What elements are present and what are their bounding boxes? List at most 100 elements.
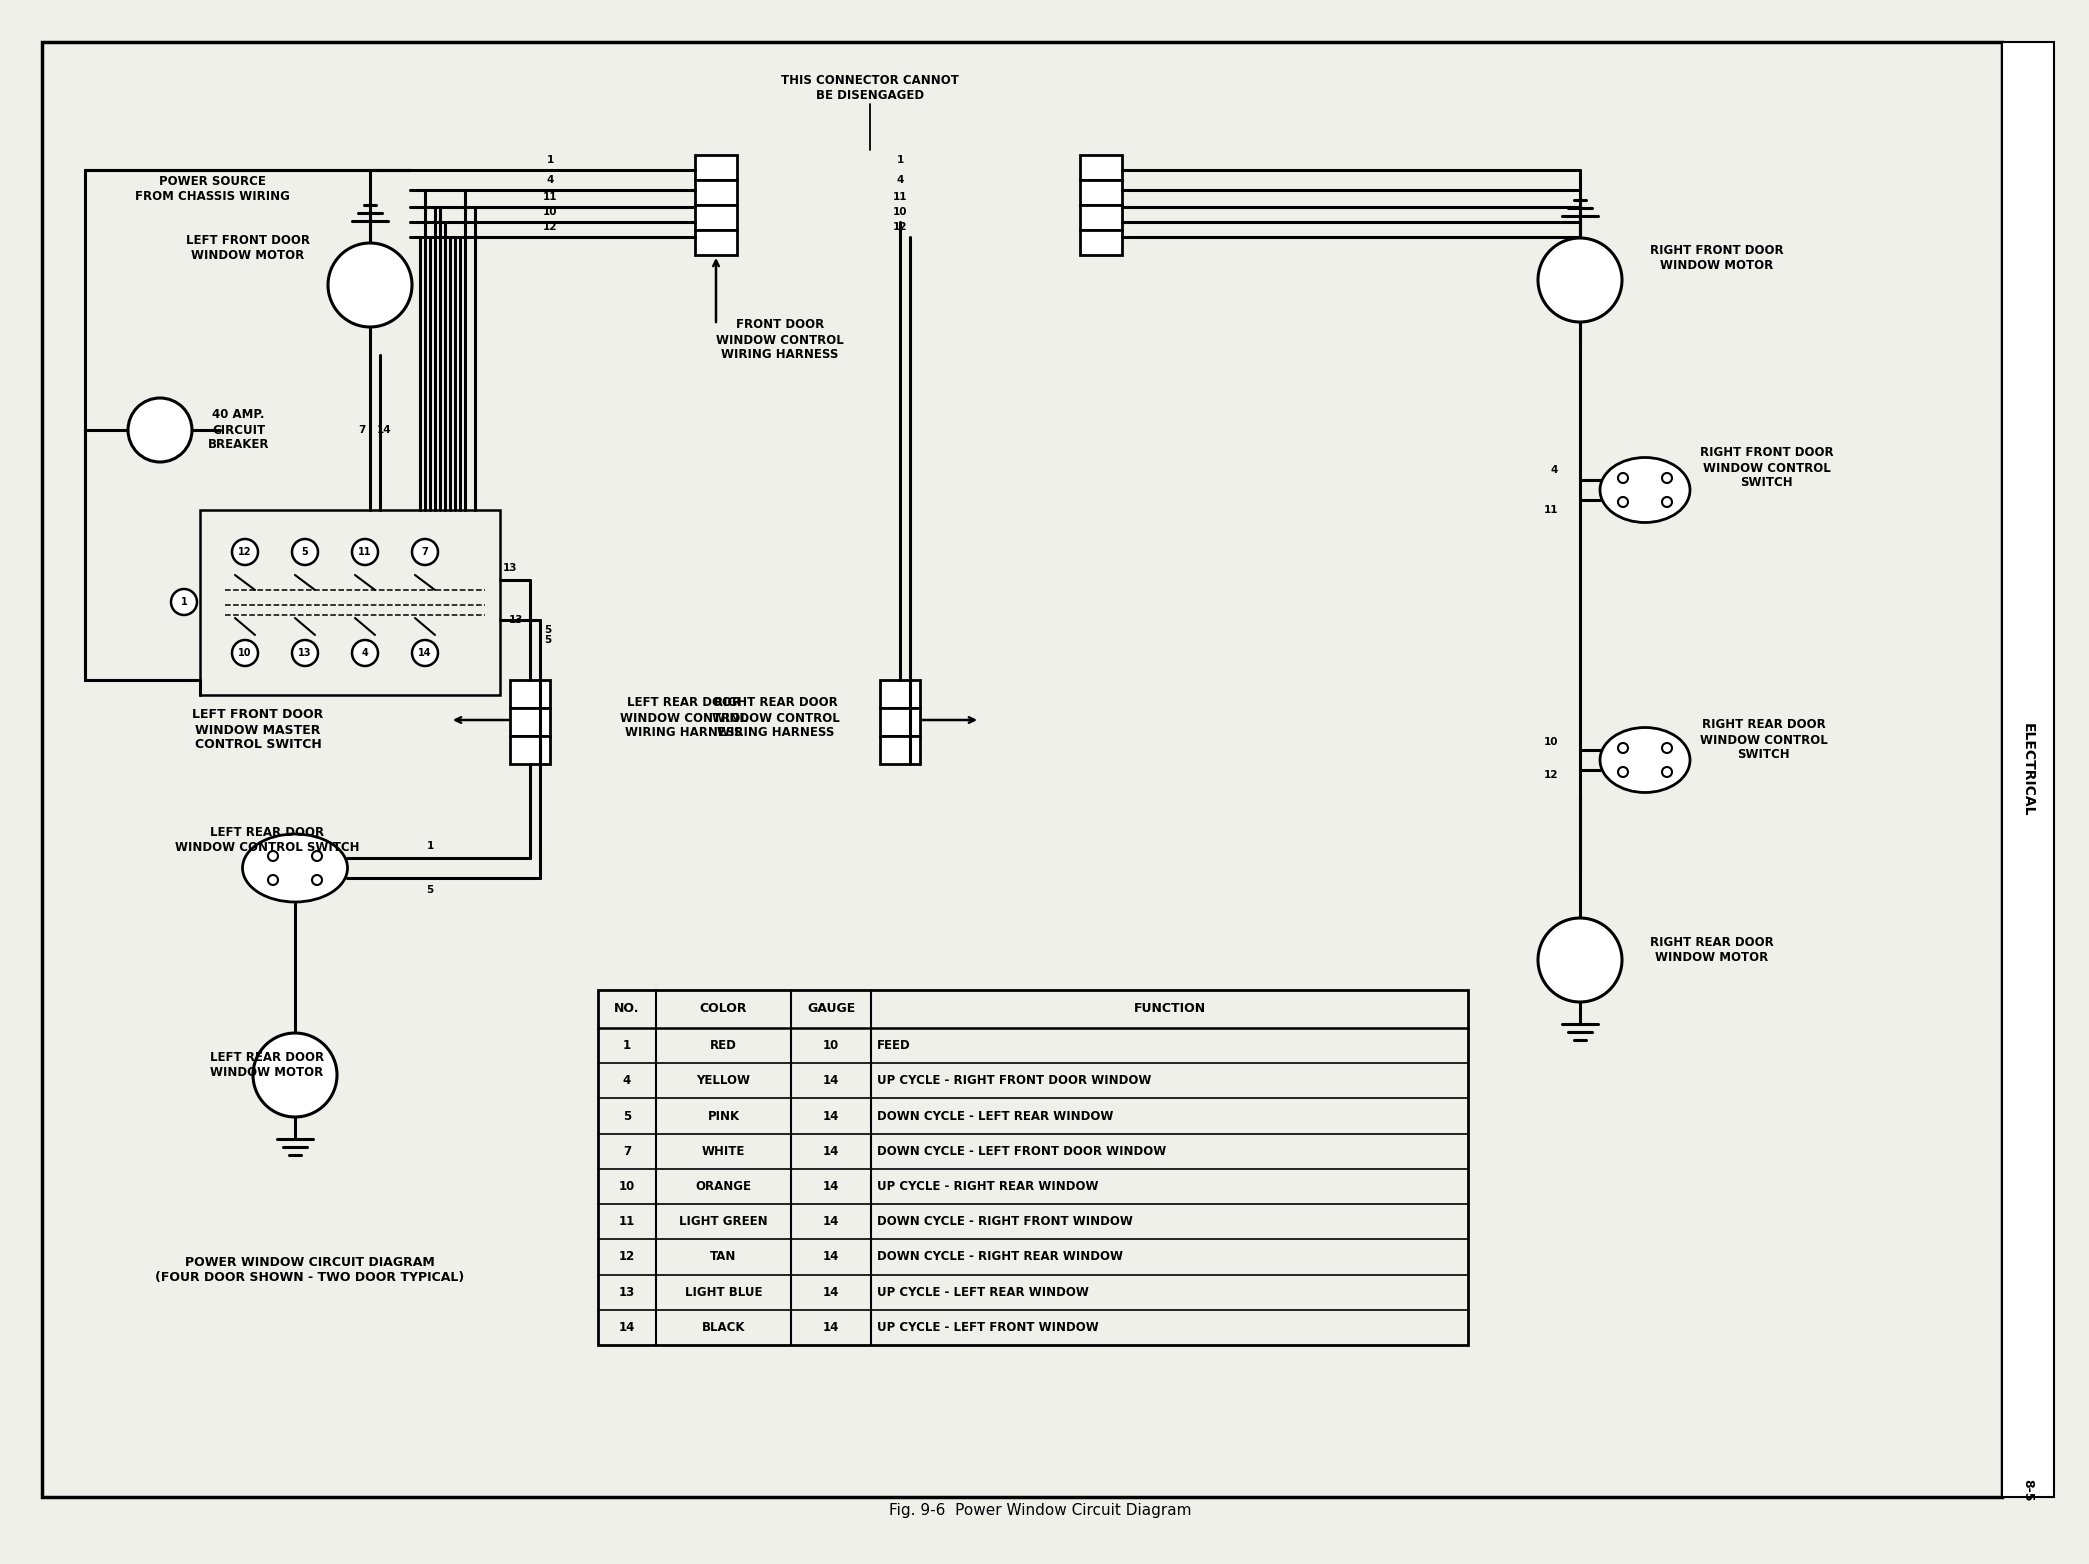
Text: LIGHT GREEN: LIGHT GREEN (679, 1215, 769, 1228)
Text: 7: 7 (623, 1145, 631, 1157)
Text: 1: 1 (426, 841, 435, 851)
Bar (510, 680, 549, 708)
Text: 7: 7 (359, 425, 366, 435)
Text: 14: 14 (823, 1145, 840, 1157)
Text: 14: 14 (823, 1215, 840, 1228)
Bar (1080, 230, 1122, 255)
Text: ORANGE: ORANGE (696, 1179, 752, 1193)
Text: 11: 11 (357, 547, 372, 557)
Ellipse shape (242, 834, 347, 902)
Text: 14: 14 (823, 1109, 840, 1123)
Text: 13: 13 (618, 1286, 635, 1298)
Text: 12: 12 (543, 222, 558, 231)
Bar (696, 155, 737, 180)
Text: 14: 14 (823, 1322, 840, 1334)
Text: 5: 5 (301, 547, 309, 557)
Circle shape (267, 851, 278, 862)
Text: YELLOW: YELLOW (696, 1074, 750, 1087)
Text: 11: 11 (543, 192, 558, 202)
Text: COLOR: COLOR (700, 1003, 748, 1015)
Circle shape (1619, 743, 1627, 752)
Bar (696, 180, 737, 205)
Text: RIGHT FRONT DOOR
WINDOW CONTROL
SWITCH: RIGHT FRONT DOOR WINDOW CONTROL SWITCH (1700, 446, 1834, 490)
Ellipse shape (328, 242, 412, 327)
Text: 1: 1 (547, 155, 554, 164)
Circle shape (267, 874, 278, 885)
Ellipse shape (1600, 458, 1690, 522)
Text: PINK: PINK (708, 1109, 740, 1123)
Text: 14: 14 (823, 1179, 840, 1193)
Text: BLACK: BLACK (702, 1322, 746, 1334)
Circle shape (1663, 472, 1671, 483)
Text: LEFT FRONT DOOR
WINDOW MASTER
CONTROL SWITCH: LEFT FRONT DOOR WINDOW MASTER CONTROL SW… (192, 708, 324, 751)
Text: 12: 12 (892, 222, 907, 231)
Bar (1080, 180, 1122, 205)
Text: RIGHT REAR DOOR
WINDOW CONTROL
SWITCH: RIGHT REAR DOOR WINDOW CONTROL SWITCH (1700, 718, 1828, 762)
Text: LEFT REAR DOOR
WINDOW CONTROL
WIRING HARNESS: LEFT REAR DOOR WINDOW CONTROL WIRING HAR… (620, 696, 748, 740)
Text: 13: 13 (299, 647, 311, 658)
Text: 10: 10 (823, 1038, 840, 1053)
Bar (510, 708, 549, 737)
Text: 5: 5 (426, 885, 435, 895)
Bar (879, 680, 919, 708)
Text: 1: 1 (896, 155, 905, 164)
Circle shape (292, 540, 318, 565)
Text: RIGHT REAR DOOR
WINDOW CONTROL
WIRING HARNESS: RIGHT REAR DOOR WINDOW CONTROL WIRING HA… (712, 696, 840, 740)
Bar (2001, 42, 2053, 1497)
Text: 10: 10 (238, 647, 253, 658)
Circle shape (1663, 743, 1671, 752)
Text: 12: 12 (238, 547, 253, 557)
Text: 8-5: 8-5 (2022, 1478, 2035, 1501)
Bar (1080, 155, 1122, 180)
Text: 14: 14 (823, 1251, 840, 1264)
Circle shape (353, 640, 378, 666)
Text: 13: 13 (503, 563, 518, 572)
Text: FUNCTION: FUNCTION (1134, 1003, 1205, 1015)
Circle shape (412, 540, 439, 565)
Text: 14: 14 (823, 1286, 840, 1298)
Text: 1: 1 (623, 1038, 631, 1053)
Circle shape (1619, 472, 1627, 483)
Ellipse shape (253, 1032, 336, 1117)
Text: RIGHT FRONT DOOR
WINDOW MOTOR: RIGHT FRONT DOOR WINDOW MOTOR (1650, 244, 1784, 272)
Text: 14: 14 (418, 647, 432, 658)
Text: 11: 11 (892, 192, 907, 202)
Text: 5: 5 (545, 635, 551, 644)
Text: ELECTRICAL: ELECTRICAL (2020, 723, 2035, 816)
Bar (879, 708, 919, 737)
Bar (696, 205, 737, 230)
Text: 4: 4 (547, 175, 554, 185)
Text: 10: 10 (1544, 737, 1558, 748)
Bar (510, 737, 549, 763)
Circle shape (1619, 766, 1627, 777)
Text: 7: 7 (422, 547, 428, 557)
Text: DOWN CYCLE - LEFT FRONT DOOR WINDOW: DOWN CYCLE - LEFT FRONT DOOR WINDOW (877, 1145, 1166, 1157)
Text: UP CYCLE - LEFT FRONT WINDOW: UP CYCLE - LEFT FRONT WINDOW (877, 1322, 1099, 1334)
Text: RED: RED (710, 1038, 737, 1053)
Text: WHITE: WHITE (702, 1145, 746, 1157)
Circle shape (292, 640, 318, 666)
Text: LEFT FRONT DOOR
WINDOW MOTOR: LEFT FRONT DOOR WINDOW MOTOR (186, 235, 309, 263)
Text: 4: 4 (361, 647, 368, 658)
Circle shape (127, 397, 192, 461)
Text: LEFT REAR DOOR
WINDOW MOTOR: LEFT REAR DOOR WINDOW MOTOR (211, 1051, 324, 1079)
Text: 11: 11 (1544, 505, 1558, 515)
Circle shape (353, 540, 378, 565)
Text: 4: 4 (623, 1074, 631, 1087)
Ellipse shape (1600, 727, 1690, 793)
Text: 14: 14 (618, 1322, 635, 1334)
Circle shape (1663, 497, 1671, 507)
Text: LEFT REAR DOOR
WINDOW CONTROL SWITCH: LEFT REAR DOOR WINDOW CONTROL SWITCH (175, 826, 359, 854)
Text: GAUGE: GAUGE (806, 1003, 854, 1015)
Ellipse shape (1538, 238, 1621, 322)
Text: 5: 5 (545, 626, 551, 635)
Text: THIS CONNECTOR CANNOT
BE DISENGAGED: THIS CONNECTOR CANNOT BE DISENGAGED (781, 74, 959, 102)
Text: 10: 10 (618, 1179, 635, 1193)
Text: DOWN CYCLE - RIGHT FRONT WINDOW: DOWN CYCLE - RIGHT FRONT WINDOW (877, 1215, 1132, 1228)
Circle shape (171, 590, 196, 615)
Text: TAN: TAN (710, 1251, 737, 1264)
Text: 40 AMP.
CIRCUIT
BREAKER: 40 AMP. CIRCUIT BREAKER (209, 408, 269, 452)
Text: 14: 14 (376, 425, 391, 435)
Text: 4: 4 (896, 175, 905, 185)
Circle shape (232, 540, 259, 565)
